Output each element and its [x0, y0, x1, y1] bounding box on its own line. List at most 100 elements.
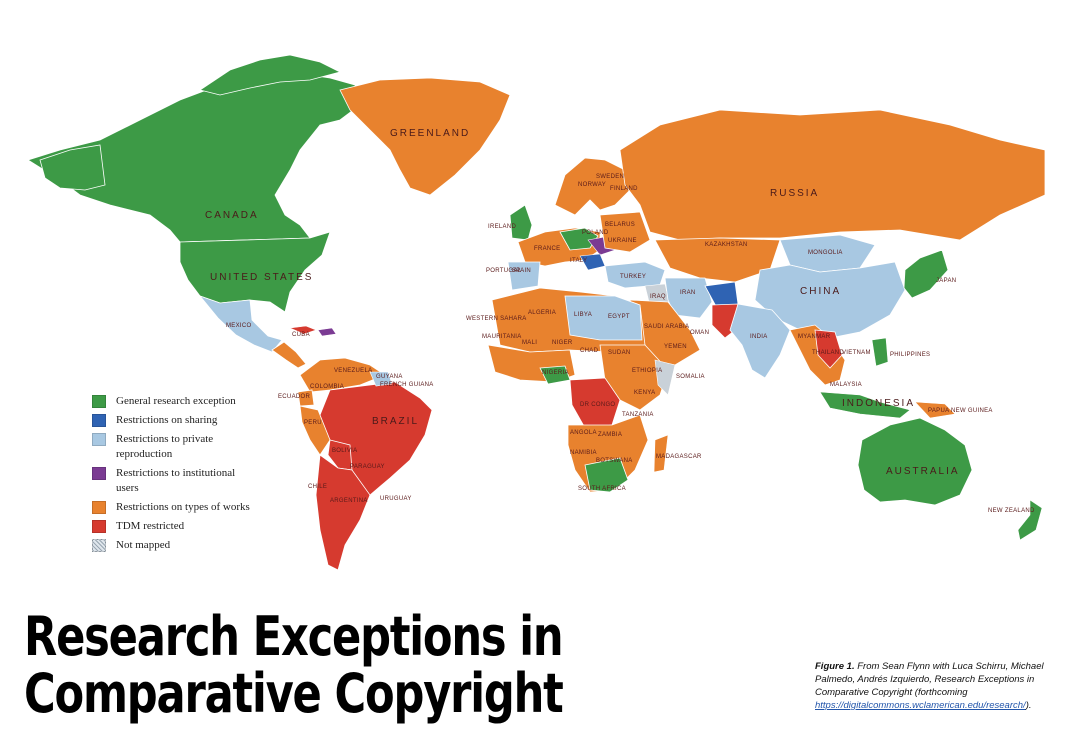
united-states-region — [179, 231, 331, 313]
map-legend: General research exception Restrictions … — [92, 394, 252, 557]
oman-label: OMAN — [690, 330, 709, 336]
kazakhstan-label: KAZAKHSTAN — [705, 242, 748, 248]
peru-label: PERU — [304, 420, 322, 426]
saudi-arabia-label: SAUDI ARABIA — [644, 324, 689, 330]
canada-region — [27, 71, 361, 243]
iran-label: IRAN — [680, 290, 696, 296]
thailand-label: THAILAND — [812, 350, 844, 356]
angola-label: ANGOLA — [570, 430, 597, 436]
canada-label: CANADA — [205, 210, 259, 221]
uk-ireland-region — [509, 204, 533, 241]
alaska-region — [39, 144, 106, 191]
mongolia-label: MONGOLIA — [808, 250, 843, 256]
title-line-2: Comparative Copyright — [24, 662, 564, 725]
ecuador-region — [297, 389, 315, 407]
page-title: Research Exceptions in Comparative Copyr… — [24, 605, 564, 725]
figure-label: Figure 1. — [815, 661, 855, 672]
russia-label: RUSSIA — [770, 188, 819, 199]
chad-label: CHAD — [580, 348, 599, 354]
argentina-label: ARGENTINA — [330, 498, 368, 504]
cuba-region — [288, 325, 317, 335]
south-africa-label: SOUTH AFRICA — [578, 486, 626, 492]
indochina-region — [814, 329, 843, 369]
kazakhstan-region — [654, 237, 781, 283]
legend-label: Restrictions on sharing — [116, 414, 218, 426]
legend-swatch — [92, 501, 106, 514]
indonesia-region — [819, 391, 911, 419]
caption-link[interactable]: https://digitalcommons.wclamerican.edu/r… — [815, 700, 1026, 711]
legend-swatch — [92, 433, 106, 446]
caption-end: ). — [1025, 700, 1032, 711]
united-states-label: UNITED STATES — [210, 272, 313, 283]
western-sahara-label: WESTERN SAHARA — [466, 316, 527, 322]
world-map: GREENLAND CANADA UNITED STATES MEXICO CU… — [27, 54, 1046, 571]
legend-label: Restrictions on types of works — [116, 501, 250, 513]
south-africa-region — [584, 457, 629, 493]
iberia-region — [507, 261, 541, 291]
venezuela-label: VENEZUELA — [334, 368, 372, 374]
guyana-label: GUYANA — [376, 374, 403, 380]
brazil-label: BRAZIL — [372, 416, 419, 427]
legend-label: General research exception — [116, 395, 236, 407]
new-zealand-label: NEW ZEALAND — [988, 508, 1035, 514]
french-guiana-label: FRENCH GUIANA — [380, 382, 434, 388]
ecuador-label: ECUADOR — [278, 394, 310, 400]
philippines-region — [871, 337, 889, 367]
legend-item-tdm-restricted: TDM restricted — [92, 519, 252, 534]
namibia-label: NAMIBIA — [570, 450, 597, 456]
mexico-label: MEXICO — [226, 323, 252, 329]
france-label: FRANCE — [534, 246, 560, 252]
madagascar-label: MADAGASCAR — [656, 454, 702, 460]
legend-swatch-hatched — [92, 539, 106, 552]
title-line-1: Research Exceptions in — [24, 605, 564, 668]
papua-new-guinea-region — [914, 401, 956, 419]
poland-label: POLAND — [582, 230, 609, 236]
legend-swatch — [92, 414, 106, 427]
iraq-label: IRAQ — [650, 294, 666, 300]
legend-label: Not mapped — [116, 539, 171, 551]
tanzania-label: TANZANIA — [622, 412, 654, 418]
korea-japan-region — [903, 249, 949, 299]
iran-region — [664, 277, 713, 319]
legend-item-restrictions-to-institutional-users: Restrictions to institutional users — [92, 466, 252, 496]
nigeria-label: NIGERIA — [542, 370, 569, 376]
legend-swatch — [92, 520, 106, 533]
portugal-label: PORTUGAL — [486, 268, 522, 274]
caption-text: From Sean Flynn with Luca Schirru, Micha… — [815, 661, 1044, 698]
philippines-label: PHILIPPINES — [890, 352, 930, 358]
legend-label: TDM restricted — [116, 520, 185, 532]
arctic-islands — [199, 54, 342, 96]
kenya-label: KENYA — [634, 390, 655, 396]
cuba-label: CUBA — [292, 332, 310, 338]
spain-label: SPAIN — [512, 268, 531, 274]
somalia-region — [654, 359, 676, 396]
legend-item-general-research-exception: General research exception — [92, 394, 252, 409]
greenland-label: GREENLAND — [390, 128, 470, 139]
papua-new-guinea-label: PAPUA NEW GUINEA — [928, 408, 993, 414]
sudan-label: SUDAN — [608, 350, 631, 356]
russia-region — [619, 109, 1046, 241]
botswana-label: BOTSWANA — [596, 458, 633, 464]
myanmar-label: MYANMAR — [798, 334, 831, 340]
india-region — [729, 303, 791, 379]
ireland-label: IRELAND — [488, 224, 516, 230]
mali-label: MALI — [522, 340, 537, 346]
india-label: INDIA — [750, 334, 768, 340]
uruguay-label: URUGUAY — [380, 496, 412, 502]
yemen-label: YEMEN — [664, 344, 687, 350]
legend-item-restrictions-on-types-of-works: Restrictions on types of works — [92, 500, 252, 515]
indonesia-label: INDONESIA — [842, 398, 915, 409]
legend-label: Restrictions to institutional users — [116, 467, 236, 494]
finland-label: FINLAND — [610, 186, 638, 192]
libya-egypt-region — [564, 295, 643, 341]
madagascar-region — [653, 434, 669, 473]
australia-label: AUSTRALIA — [886, 466, 960, 477]
new-zealand-region — [1017, 499, 1043, 541]
somalia-label: SOMALIA — [676, 374, 705, 380]
ukraine-label: UKRAINE — [608, 238, 637, 244]
norway-label: NORWAY — [578, 182, 606, 188]
guianas-region — [369, 371, 393, 387]
egypt-label: EGYPT — [608, 314, 630, 320]
caribbean-region — [317, 327, 337, 337]
legend-item-restrictions-on-sharing: Restrictions on sharing — [92, 413, 252, 428]
